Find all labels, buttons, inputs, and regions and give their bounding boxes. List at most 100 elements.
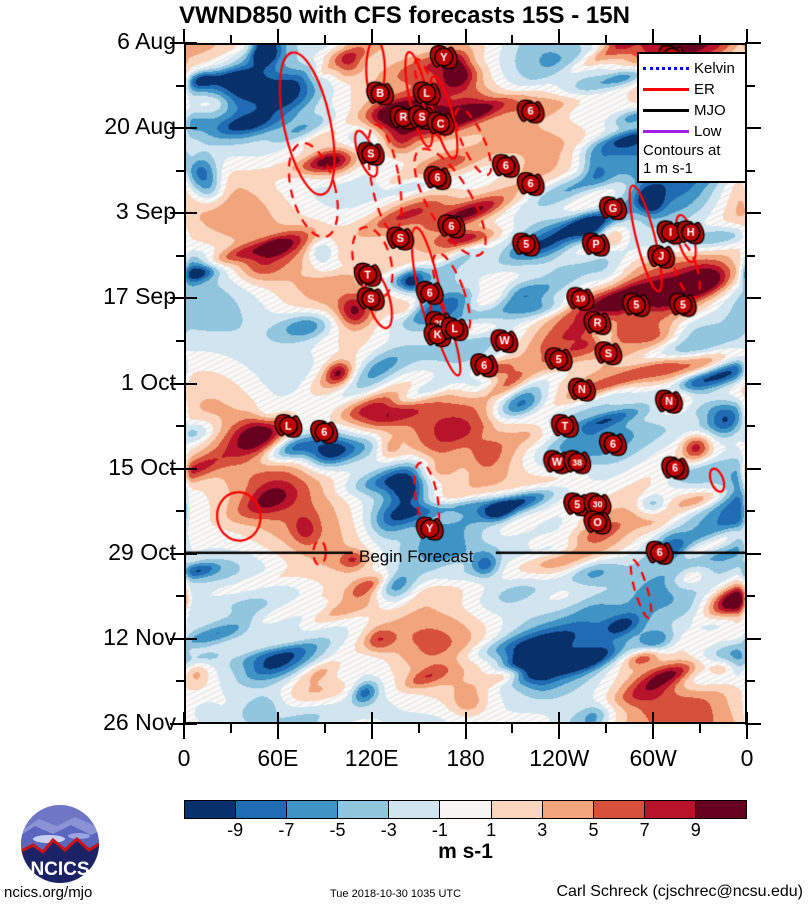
y-tick-right-6 — [745, 552, 761, 555]
y-tick-right-3 — [745, 297, 761, 300]
x-tick-minor-0 — [229, 724, 232, 733]
y-tick-major-8 — [170, 723, 186, 725]
colorbar-tick-9: 9 — [690, 820, 701, 840]
y-tick-right-5 — [745, 467, 761, 470]
y-tick-right-1 — [745, 127, 761, 130]
page-title: VWND850 with CFS forecasts 15S - 15N — [179, 2, 630, 29]
legend-note-line2: 1 m s-1 — [643, 159, 694, 177]
y-axis-label-1: 20 Aug — [104, 113, 176, 140]
y-tick-major-0 — [170, 42, 186, 44]
x-tick-major-1 — [276, 724, 279, 739]
x-tick-major-5 — [652, 724, 655, 739]
y-axis-label-4: 1 Oct — [121, 368, 176, 395]
er-line-swatch — [643, 88, 689, 91]
colorbar-tick-2: -5 — [329, 820, 346, 840]
y-tick-right-minor-2 — [745, 254, 755, 257]
y-tick-right-7 — [745, 637, 761, 640]
y-tick-inner-4 — [184, 382, 197, 385]
colorbar-cell-7 — [542, 801, 594, 818]
colorbar-cell-0 — [185, 801, 237, 818]
y-axis-label-8: 26 Nov — [103, 709, 176, 735]
colorbar-cell-2 — [287, 801, 339, 818]
legend-note-line1: Contours at — [643, 142, 721, 159]
colorbar-cell-10 — [695, 801, 747, 818]
y-tick-major-2 — [170, 212, 186, 215]
y-tick-right-0 — [745, 42, 761, 44]
y-tick-inner-3 — [184, 297, 197, 300]
x-axis-label-0: 0 — [177, 745, 191, 771]
x-tick-top-minor-1 — [323, 35, 326, 44]
colorbar-units-label: m s-1 — [438, 840, 493, 863]
y-tick-inner-6 — [184, 552, 197, 555]
y-tick-right-2 — [745, 212, 761, 215]
ncics-logo[interactable]: NCICS — [13, 795, 107, 889]
low-line-swatch — [643, 130, 689, 133]
y-tick-major-5 — [170, 467, 186, 470]
y-tick-minor-0 — [176, 84, 186, 87]
colorbar-cell-6 — [491, 801, 543, 818]
y-tick-major-3 — [170, 297, 186, 300]
y-tick-right-minor-3 — [745, 339, 755, 342]
y-tick-right-8 — [745, 723, 761, 725]
y-tick-minor-2 — [176, 254, 186, 257]
y-tick-major-6 — [170, 552, 186, 555]
colorbar-cell-5 — [440, 801, 492, 818]
y-tick-right-4 — [745, 382, 761, 385]
x-axis-label-1: 60E — [257, 745, 299, 771]
y-tick-major-7 — [170, 637, 186, 640]
footer-author: Carl Schreck (cjschrec@ncsu.edu) — [556, 883, 803, 900]
x-tick-major-0 — [183, 724, 185, 739]
y-tick-minor-4 — [176, 425, 186, 428]
x-tick-inner-1 — [276, 712, 279, 725]
colorbar-cell-1 — [236, 801, 288, 818]
x-axis-label-6: 0 — [740, 745, 754, 771]
x-tick-major-3 — [464, 724, 467, 739]
footer-site-link[interactable]: ncics.org/mjo — [4, 884, 93, 901]
x-tick-minor-4 — [605, 724, 608, 733]
legend-label-mjo: MJO — [694, 102, 726, 119]
legend-label-low: Low — [694, 123, 722, 140]
colorbar-tick-1: -7 — [278, 820, 295, 840]
x-tick-inner-5 — [652, 712, 655, 725]
legend-row-mjo: MJO — [643, 100, 741, 121]
x-axis-label-2: 120E — [344, 745, 399, 771]
y-tick-right-minor-1 — [745, 169, 755, 172]
colorbar — [184, 800, 747, 819]
x-tick-top-minor-3 — [511, 35, 514, 44]
y-tick-right-minor-0 — [745, 84, 755, 87]
x-tick-inner-2 — [370, 712, 373, 725]
x-tick-top-0 — [183, 29, 185, 44]
y-tick-minor-7 — [176, 680, 186, 683]
y-tick-inner-2 — [184, 212, 197, 215]
legend-row-low: Low — [643, 121, 741, 142]
legend-label-er: ER — [694, 81, 715, 98]
y-tick-right-minor-6 — [745, 595, 755, 598]
y-axis-label-7: 12 Nov — [103, 623, 176, 650]
x-tick-top-5 — [652, 29, 655, 44]
y-tick-inner-5 — [184, 467, 197, 470]
y-axis-label-3: 17 Sep — [103, 283, 176, 310]
colorbar-cell-9 — [644, 801, 696, 818]
y-tick-major-1 — [170, 127, 186, 130]
x-tick-minor-5 — [699, 724, 702, 733]
y-axis-label-5: 15 Oct — [108, 453, 176, 480]
colorbar-tick-0: -9 — [227, 820, 244, 840]
y-tick-inner-0 — [184, 42, 197, 44]
x-tick-top-2 — [370, 29, 373, 44]
x-tick-inner-6 — [746, 712, 748, 725]
kelvin-line-swatch — [643, 67, 689, 70]
y-axis-label-0: 6 Aug — [117, 28, 176, 54]
x-tick-major-4 — [558, 724, 561, 739]
x-tick-minor-3 — [511, 724, 514, 733]
wave-type-legend: Kelvin ER MJO Low Contours at 1 m s-1 — [637, 52, 747, 183]
y-tick-minor-6 — [176, 595, 186, 598]
colorbar-tick-4: -1 — [431, 820, 448, 840]
y-tick-inner-7 — [184, 637, 197, 640]
legend-row-er: ER — [643, 79, 741, 100]
colorbar-tick-8: 7 — [639, 820, 650, 840]
y-tick-inner-1 — [184, 127, 197, 130]
y-tick-minor-5 — [176, 510, 186, 513]
x-tick-inner-3 — [464, 712, 467, 725]
colorbar-tick-6: 3 — [537, 820, 548, 840]
y-tick-major-4 — [170, 382, 186, 385]
